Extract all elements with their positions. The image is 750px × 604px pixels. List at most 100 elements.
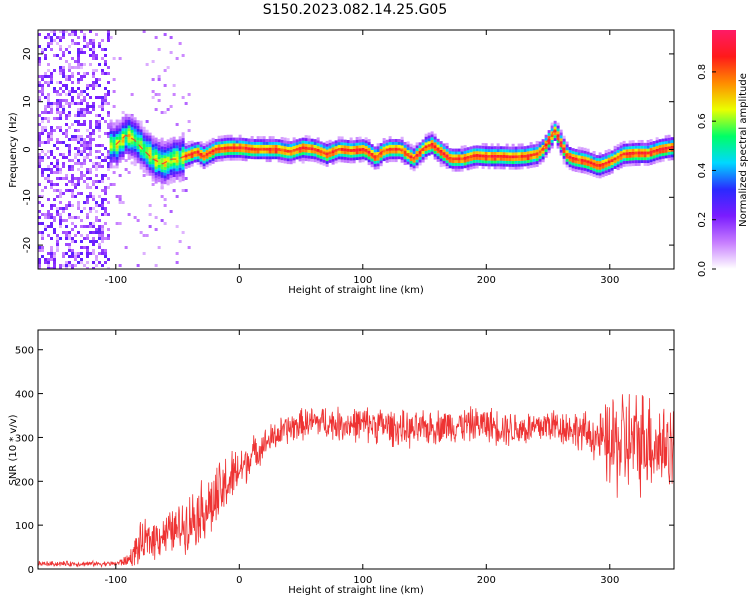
spectrogram-cell [104, 186, 107, 189]
spectrogram-cell [71, 264, 74, 267]
spectrogram-cell [59, 225, 62, 228]
spectrogram-cell [41, 156, 44, 159]
spectrogram-cell [619, 150, 623, 154]
spectrogram-cell [667, 149, 671, 153]
spectrogram-cell [83, 108, 86, 111]
spectrogram-cell [92, 87, 95, 90]
spectrogram-cell [205, 164, 209, 168]
spectrogram-cell [109, 128, 113, 132]
spectrogram-cell [502, 149, 506, 153]
spectrogram-cell [112, 105, 116, 108]
spectrogram-cell [80, 210, 83, 213]
spectrogram-cell [640, 142, 644, 146]
spectrogram-cell [38, 201, 41, 204]
spectrogram-cell [283, 143, 287, 147]
spectrogram-cell [592, 156, 596, 160]
spectrogram-cell [316, 140, 320, 144]
spectrogram-cell [430, 148, 434, 152]
spectrogram-cell [83, 225, 86, 228]
spectrogram-cell [466, 161, 470, 165]
spectrogram-cell [44, 216, 47, 219]
spectrogram-cell [181, 54, 185, 57]
spectrogram-cell [59, 177, 62, 180]
spectrogram-cell [169, 160, 173, 164]
spectrogram-cell [38, 75, 41, 78]
spectrogram-cell [92, 198, 95, 201]
spectrogram-cell [115, 125, 119, 129]
spectrogram-cell [98, 228, 101, 231]
spectrogram-cell [142, 169, 146, 173]
spectrogram-cell [38, 183, 41, 186]
y-tick-label: 20 [22, 48, 33, 61]
spectrogram-cell [109, 136, 113, 140]
spectrogram-cell [89, 111, 92, 114]
spectrogram-cell [71, 216, 74, 219]
spectrogram-cell [556, 131, 560, 135]
spectrogram-cell [184, 157, 188, 161]
spectrogram-cell [178, 136, 182, 140]
spectrogram-cell [388, 144, 392, 148]
spectrogram-cell [544, 154, 548, 158]
spectrogram-cell [499, 151, 503, 155]
spectrogram-cell [38, 138, 41, 141]
spectrogram-cell [98, 195, 101, 198]
spectrogram-cell [160, 140, 164, 144]
spectrogram-cell [205, 155, 209, 159]
spectrogram-cell [352, 145, 356, 149]
spectrogram-cell [115, 148, 119, 152]
spectrogram-cell [80, 150, 83, 153]
spectrogram-cell [208, 142, 212, 146]
spectrogram-cell [124, 168, 128, 171]
spectrogram-cell [127, 119, 131, 123]
spectrogram-cell [163, 204, 167, 207]
spectrogram-cell [463, 162, 467, 166]
spectrogram-cell [577, 155, 581, 159]
spectrogram-cell [133, 151, 137, 155]
spectrogram-cell [352, 154, 356, 158]
spectrogram-cell [139, 166, 143, 170]
spectrogram-cell [514, 166, 518, 170]
y-tick-label: 0 [22, 146, 33, 152]
spectrogram-cell [124, 148, 128, 152]
spectrogram-cell [59, 237, 62, 240]
spectrogram-cell [181, 169, 185, 173]
spectrogram-cell [217, 144, 221, 148]
spectrogram-cell [322, 154, 326, 158]
spectrogram-cell [77, 231, 80, 234]
spectrogram-cell [95, 168, 98, 171]
spectrogram-cell [95, 240, 98, 243]
spectrogram-cell [319, 141, 323, 145]
spectrogram-cell [370, 149, 374, 153]
spectrogram-cell [445, 148, 449, 152]
spectrogram-cell [98, 123, 101, 126]
spectrogram-cell [652, 141, 656, 145]
spectrogram-cell [349, 140, 353, 144]
spectrogram-cell [460, 168, 464, 172]
spectrogram-cell [376, 146, 380, 150]
spectrogram-cell [65, 174, 68, 177]
spectrogram-cell [175, 159, 179, 163]
spectrogram-cell [610, 156, 614, 160]
spectrogram-cell [448, 148, 452, 152]
spectrogram-cell [71, 81, 74, 84]
spectrogram-cell [187, 147, 191, 151]
spectrogram-cell [59, 216, 62, 219]
spectrogram-cell [289, 155, 293, 159]
spectrogram-cell [508, 158, 512, 162]
spectrogram-cell [178, 179, 182, 183]
spectrogram-cell [544, 134, 548, 138]
spectrogram-cell [298, 155, 302, 159]
spectrogram-cell [47, 117, 50, 120]
spectrogram-cell [80, 93, 83, 96]
spectrogram-cell [337, 139, 341, 143]
spectrogram-cell [388, 136, 392, 140]
spectrogram-cell [77, 54, 80, 57]
spectrogram-cell [41, 231, 44, 234]
spectrogram-cell [133, 154, 137, 158]
spectrogram-cell [151, 164, 155, 168]
spectrogram-cell [59, 219, 62, 222]
spectrogram-cell [295, 139, 299, 143]
spectrogram-cell [44, 111, 47, 114]
spectrogram-cell [469, 149, 473, 153]
